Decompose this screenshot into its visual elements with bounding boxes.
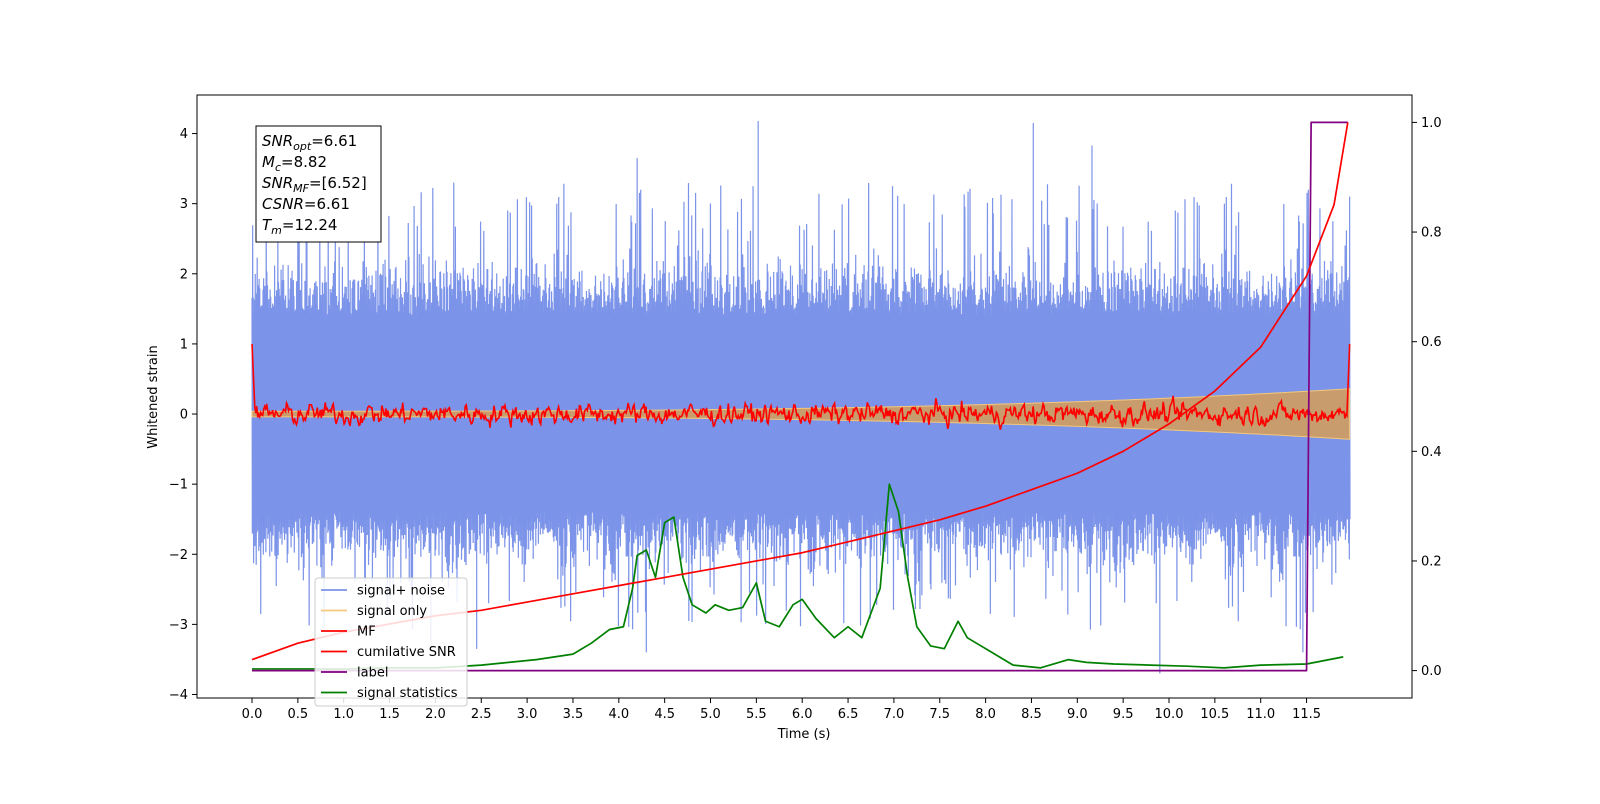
x-tick-label: 9.5	[1113, 707, 1134, 722]
y-tick-label-right: 0.0	[1421, 664, 1442, 679]
x-tick-label: 8.5	[1021, 707, 1042, 722]
x-tick-label: 5.0	[700, 707, 721, 722]
annotation-line: SNRopt=6.61	[262, 132, 357, 153]
x-tick-label: 0.5	[288, 707, 309, 722]
x-tick-label: 0.0	[242, 707, 263, 722]
x-tick-label: 5.5	[746, 707, 767, 722]
y-tick-label-right: 1.0	[1421, 116, 1442, 131]
y-tick-label-left: −3	[169, 618, 188, 633]
annotation-line: CSNR=6.61	[262, 195, 350, 213]
legend-label: label	[357, 666, 388, 681]
y-tick-label-left: −1	[169, 478, 188, 493]
x-tick-label: 4.5	[654, 707, 675, 722]
x-tick-label: 3.5	[563, 707, 584, 722]
x-tick-label: 10.5	[1200, 707, 1229, 722]
annotation-line: Mc=8.82	[262, 153, 327, 174]
y-tick-label-left: 0	[180, 408, 188, 423]
y-tick-label-left: 2	[180, 267, 188, 282]
x-tick-label: 6.0	[792, 707, 813, 722]
y-tick-label-left: −4	[169, 688, 188, 703]
x-tick-label: 10.0	[1155, 707, 1184, 722]
y-tick-label-right: 0.6	[1421, 335, 1442, 350]
x-axis-label: Time (s)	[777, 727, 831, 742]
x-tick-label: 3.0	[517, 707, 538, 722]
x-tick-label: 7.5	[929, 707, 950, 722]
x-tick-label: 7.0	[884, 707, 905, 722]
y-tick-label-right: 0.8	[1421, 226, 1442, 241]
x-tick-label: 11.5	[1292, 707, 1321, 722]
series-signal-statistics	[252, 483, 1344, 670]
legend-label: signal+ noise	[357, 584, 445, 599]
annotation-frame	[255, 125, 382, 243]
series-mf	[251, 343, 1351, 430]
y-tick-label-right: 0.2	[1421, 554, 1442, 569]
plot-frame	[196, 94, 1413, 699]
legend-label: MF	[357, 625, 376, 640]
y-tick-label-right: 0.4	[1421, 445, 1442, 460]
x-tick-label: 1.5	[379, 707, 400, 722]
x-tick-label: 4.0	[608, 707, 629, 722]
axes: 0.0 0.5 1.0 1.5 2.0 2.5 3.0 3.5 4.0 4.5 5.0 5.5 6.0 6…	[169, 116, 1442, 722]
y-tick-label-left: −2	[169, 548, 188, 563]
y-tick-label-left: 4	[180, 127, 188, 142]
plot-area	[251, 120, 1351, 674]
y-axis-label-left: Whitened strain	[146, 345, 161, 448]
legend: signal+ noise signal only MF cumilative SNR…	[314, 577, 468, 707]
legend-label: cumilative SNR	[357, 645, 456, 660]
x-tick-label: 6.5	[838, 707, 859, 722]
legend-label: signal only	[357, 604, 427, 619]
x-tick-label: 11.0	[1246, 707, 1275, 722]
x-tick-label: 1.0	[333, 707, 354, 722]
y-tick-label-left: 3	[180, 197, 188, 212]
y-tick-label-left: 1	[180, 337, 188, 352]
annotation-line: SNRMF=[6.52]	[262, 174, 367, 195]
legend-label: signal statistics	[357, 686, 458, 701]
x-tick-label: 2.5	[471, 707, 492, 722]
series-label	[252, 121, 1348, 672]
x-tick-label: 9.0	[1067, 707, 1088, 722]
x-tick-label: 8.0	[975, 707, 996, 722]
x-tick-label: 2.0	[425, 707, 446, 722]
legend-frame	[314, 577, 468, 707]
annotation-line: Tm=12.24	[262, 216, 337, 237]
